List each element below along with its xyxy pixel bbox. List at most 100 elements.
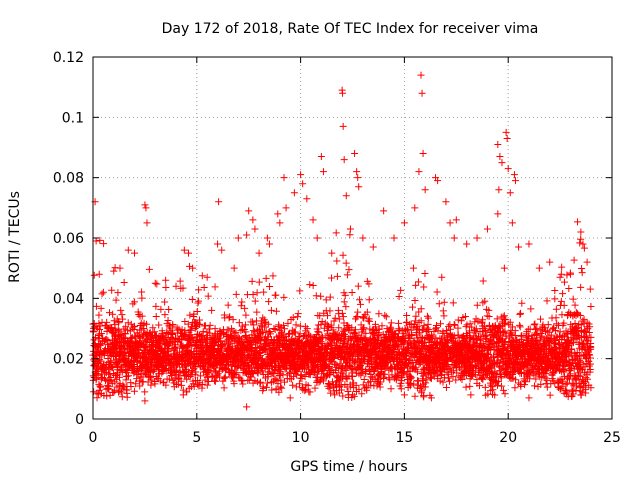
data-point xyxy=(142,342,150,350)
data-point xyxy=(494,377,502,385)
data-point xyxy=(280,321,288,329)
data-point xyxy=(483,312,491,320)
data-point xyxy=(382,313,390,321)
data-point xyxy=(577,391,585,399)
x-tick-label: 10 xyxy=(292,430,310,446)
data-point xyxy=(304,382,312,390)
data-point xyxy=(439,307,447,315)
data-point xyxy=(280,174,288,182)
data-point xyxy=(235,319,243,327)
data-point xyxy=(471,371,479,379)
data-point xyxy=(414,278,422,286)
y-tick-label: 0.12 xyxy=(53,50,84,66)
data-point xyxy=(114,289,122,297)
data-point xyxy=(438,273,446,281)
data-point xyxy=(100,348,108,356)
data-point xyxy=(301,373,309,381)
data-point xyxy=(533,337,541,345)
data-point xyxy=(461,312,469,320)
data-point xyxy=(97,329,105,337)
data-point xyxy=(386,376,394,384)
data-point xyxy=(506,189,514,197)
data-point xyxy=(290,189,298,197)
data-point xyxy=(147,381,155,389)
data-point xyxy=(518,299,526,307)
data-point xyxy=(339,122,347,130)
data-point xyxy=(497,374,505,382)
data-point xyxy=(230,380,238,388)
data-point xyxy=(503,134,511,142)
data-points xyxy=(89,71,595,411)
data-point xyxy=(326,382,334,390)
data-point xyxy=(96,322,104,330)
data-point xyxy=(494,140,502,148)
data-point xyxy=(445,364,453,372)
data-point xyxy=(560,278,568,286)
data-point xyxy=(527,305,535,313)
data-point xyxy=(115,318,123,326)
data-point xyxy=(136,382,144,390)
data-point xyxy=(116,264,124,272)
data-point xyxy=(427,374,435,382)
data-point xyxy=(96,236,104,244)
data-point xyxy=(105,385,113,393)
data-point xyxy=(317,292,325,300)
data-point xyxy=(152,302,160,310)
data-point xyxy=(387,325,395,333)
data-point xyxy=(479,376,487,384)
data-point xyxy=(366,317,374,325)
data-point xyxy=(155,321,163,329)
data-point xyxy=(293,368,301,376)
data-point xyxy=(526,325,534,333)
data-point xyxy=(262,274,270,282)
data-point xyxy=(260,288,268,296)
data-point xyxy=(412,343,420,351)
data-point xyxy=(493,371,501,379)
data-point xyxy=(420,283,428,291)
data-point xyxy=(404,363,412,371)
data-point xyxy=(530,371,538,379)
data-point xyxy=(397,286,405,294)
y-tick-label: 0.02 xyxy=(53,352,84,368)
data-point xyxy=(538,332,546,340)
x-tick-label: 0 xyxy=(89,430,98,446)
data-point xyxy=(161,298,169,306)
data-point xyxy=(498,159,506,167)
data-point xyxy=(411,297,419,305)
data-point xyxy=(164,351,172,359)
data-point xyxy=(353,313,361,321)
data-point xyxy=(500,264,508,272)
data-point xyxy=(428,332,436,340)
data-point xyxy=(352,381,360,389)
data-point xyxy=(417,71,425,79)
data-point xyxy=(218,246,226,254)
data-point xyxy=(319,168,327,176)
data-point xyxy=(318,318,326,326)
data-point xyxy=(309,216,317,224)
data-point xyxy=(217,343,225,351)
data-point xyxy=(272,307,280,315)
data-point xyxy=(143,219,151,227)
data-point xyxy=(224,301,232,309)
data-point xyxy=(138,294,146,302)
data-point xyxy=(501,320,509,328)
data-point xyxy=(375,325,383,333)
data-point xyxy=(355,183,363,191)
data-point xyxy=(296,287,304,295)
data-point xyxy=(454,331,462,339)
data-point xyxy=(192,368,200,376)
data-point xyxy=(566,270,574,278)
data-point xyxy=(376,378,384,386)
data-point xyxy=(512,376,520,384)
data-point xyxy=(215,198,223,206)
data-point xyxy=(249,290,257,298)
data-point xyxy=(504,165,512,173)
data-point xyxy=(525,394,533,402)
data-point xyxy=(378,322,386,330)
data-point xyxy=(446,377,454,385)
data-point xyxy=(413,368,421,376)
data-point xyxy=(380,375,388,383)
data-point xyxy=(118,368,126,376)
data-point xyxy=(424,314,432,322)
